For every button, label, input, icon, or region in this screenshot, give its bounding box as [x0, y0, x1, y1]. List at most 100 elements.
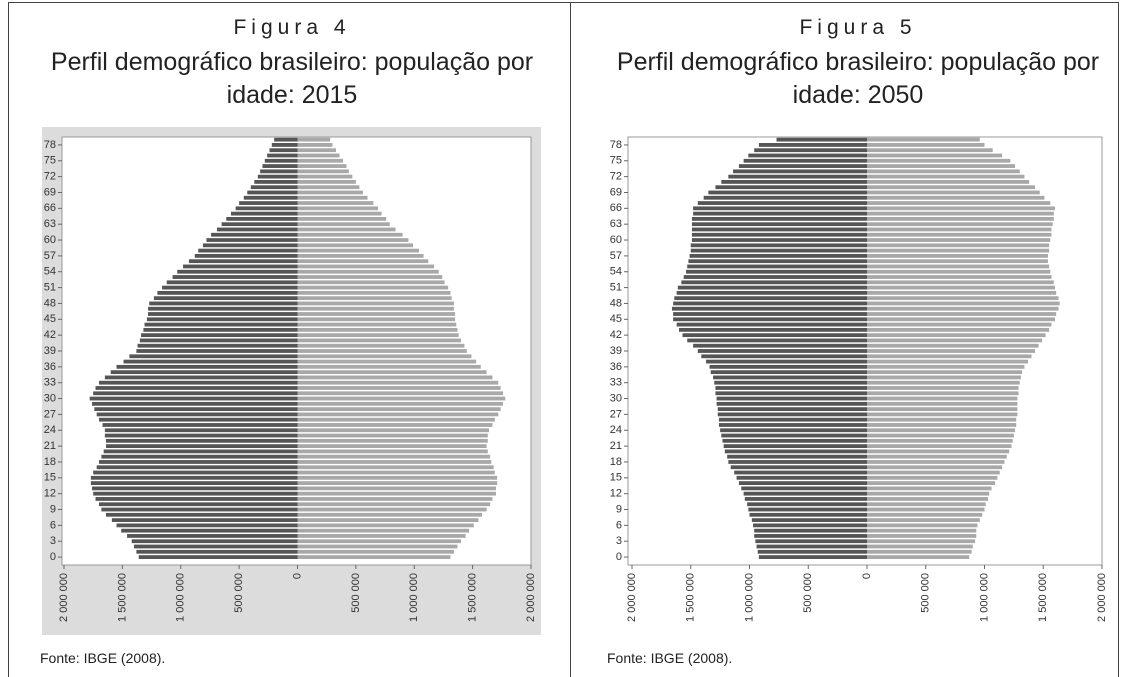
bar — [297, 465, 494, 470]
bar — [867, 359, 1028, 364]
bar — [867, 380, 1020, 385]
y-tick-label: 54 — [44, 266, 56, 278]
bar — [297, 391, 503, 396]
bar — [867, 327, 1050, 332]
bar — [676, 322, 867, 327]
bar — [139, 338, 298, 343]
bar — [92, 486, 298, 491]
y-tick-label: 0 — [616, 551, 622, 563]
bar — [738, 481, 867, 486]
bar — [297, 412, 499, 417]
bar — [297, 528, 470, 533]
bar — [129, 354, 298, 359]
y-tick-label: 63 — [44, 218, 56, 230]
bar — [134, 544, 298, 549]
bar — [297, 349, 467, 353]
bar — [867, 475, 998, 480]
bar — [677, 285, 867, 290]
bar — [297, 280, 445, 285]
x-tick-label: 1 000 000 — [408, 573, 420, 622]
y-tick-label: 66 — [44, 202, 56, 214]
bar — [221, 222, 298, 227]
bar — [867, 401, 1018, 406]
bar — [94, 407, 298, 412]
y-tick-label: 27 — [44, 408, 56, 420]
bar — [867, 417, 1017, 422]
bar — [149, 301, 298, 306]
bar — [722, 438, 867, 443]
bar — [681, 280, 867, 285]
y-tick-label: 9 — [50, 503, 56, 515]
bar — [198, 248, 298, 253]
bar — [297, 222, 390, 227]
bar — [106, 438, 298, 443]
bar — [297, 438, 488, 443]
bar — [757, 549, 867, 554]
bar — [673, 317, 867, 322]
bar — [143, 327, 298, 332]
bar — [260, 169, 298, 174]
x-tick-label: 1 500 000 — [685, 573, 697, 622]
bar — [867, 148, 993, 153]
bar — [297, 423, 493, 427]
y-tick-label: 51 — [610, 281, 622, 293]
y-tick-label: 6 — [50, 519, 56, 531]
bar — [682, 333, 867, 338]
bar — [727, 454, 867, 459]
divider — [570, 2, 571, 677]
bar — [297, 555, 451, 559]
bar — [297, 502, 491, 507]
bar — [717, 412, 867, 417]
bar — [701, 354, 867, 359]
bar — [716, 401, 867, 406]
bar — [867, 449, 1010, 454]
bar — [297, 301, 454, 306]
bar — [730, 465, 867, 470]
bar — [867, 243, 1050, 248]
bar — [738, 164, 867, 168]
bar — [172, 275, 298, 279]
bar — [691, 222, 867, 227]
bar — [297, 317, 456, 322]
x-tick-label: 1 500 000 — [1037, 573, 1049, 622]
bar — [271, 143, 298, 147]
source: Fonte: IBGE (2008). — [40, 650, 166, 666]
bar — [867, 438, 1013, 443]
bar — [720, 428, 867, 433]
bar — [867, 195, 1045, 200]
bar — [111, 518, 298, 522]
bar — [297, 518, 479, 522]
bar — [123, 359, 298, 364]
y-tick-label: 0 — [50, 551, 56, 563]
bar — [715, 185, 867, 190]
bar — [714, 380, 867, 385]
bar — [673, 301, 867, 306]
bar — [693, 343, 867, 348]
y-tick-label: 12 — [44, 488, 56, 500]
bar — [751, 518, 867, 522]
bar — [703, 195, 867, 200]
figure-label: Figura 4 — [233, 16, 351, 39]
bar — [867, 470, 1000, 475]
y-tick-label: 39 — [610, 345, 622, 357]
y-tick-label: 9 — [616, 503, 622, 515]
bar — [104, 428, 298, 433]
bar — [297, 201, 374, 205]
bar — [743, 491, 867, 496]
bar — [89, 396, 298, 401]
bar — [867, 306, 1059, 311]
bar — [144, 322, 298, 327]
bar — [867, 164, 1016, 168]
bar — [867, 386, 1019, 390]
bar — [99, 380, 298, 385]
bar — [867, 253, 1048, 258]
bar — [716, 396, 867, 401]
bar — [671, 306, 867, 311]
bar — [867, 396, 1018, 401]
bar — [297, 153, 340, 158]
y-tick-label: 12 — [610, 488, 622, 500]
bar — [706, 359, 867, 364]
bar — [867, 465, 1003, 470]
bar — [226, 216, 298, 221]
